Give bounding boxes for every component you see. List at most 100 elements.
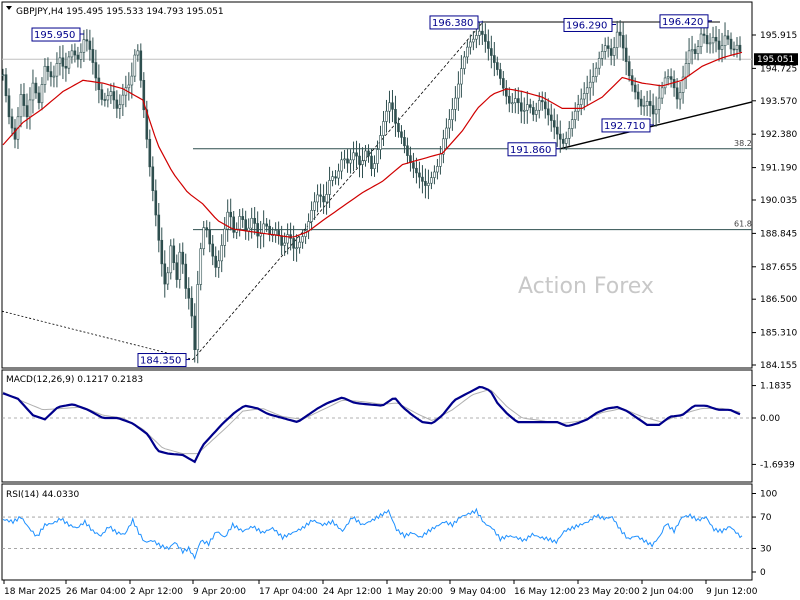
- candle-body: [154, 190, 158, 216]
- candle-body: [229, 211, 232, 218]
- time-tick-label: 26 Mar 04:00: [66, 587, 126, 597]
- time-tick-label: 18 Mar 2025: [4, 587, 61, 597]
- candle-body: [427, 182, 430, 186]
- candle-body: [612, 47, 616, 56]
- candle-body: [418, 172, 421, 178]
- candle-body: [40, 84, 44, 104]
- candle-body: [705, 35, 709, 45]
- ma-line: [2, 51, 743, 238]
- candle-body: [223, 228, 226, 246]
- candle-body: [394, 109, 397, 124]
- candle-body: [175, 262, 179, 280]
- candle-body: [514, 98, 517, 104]
- candle-body: [64, 65, 68, 69]
- candle-body: [67, 56, 71, 69]
- candle-body: [657, 97, 661, 110]
- candle-body: [346, 158, 349, 164]
- rsi-tick-label: 30: [760, 544, 772, 554]
- candle-body: [412, 162, 415, 169]
- candle-body: [699, 33, 703, 47]
- macd-signal-line: [2, 389, 741, 455]
- candle-body: [511, 102, 514, 105]
- candle-body: [421, 176, 424, 182]
- candle-body: [103, 99, 107, 101]
- candle-body: [13, 127, 17, 140]
- price-tick-label: 186.500: [760, 295, 797, 305]
- candle-body: [681, 76, 685, 93]
- candle-body: [726, 35, 730, 40]
- candle-body: [463, 56, 466, 69]
- time-tick-label: 9 Apr 20:00: [193, 587, 246, 597]
- rsi-tick-label: 0: [760, 568, 766, 578]
- candle-body: [367, 150, 370, 157]
- candle-body: [454, 97, 457, 110]
- candle-body: [379, 135, 382, 150]
- candle-body: [37, 92, 41, 104]
- time-tick-label: 2 Jun 04:00: [642, 587, 694, 597]
- candle-body: [573, 110, 577, 120]
- candle-body: [61, 57, 65, 67]
- candle-body: [564, 138, 568, 144]
- time-tick-label: 23 May 20:00: [578, 587, 640, 597]
- candlestick-series: [1, 20, 742, 364]
- candle-body: [618, 31, 622, 36]
- candle-body: [735, 44, 739, 50]
- candle-body: [621, 35, 625, 49]
- candle-body: [582, 93, 586, 100]
- candle-body: [466, 46, 469, 58]
- candle-body: [505, 87, 508, 97]
- price-tick-label: 184.155: [760, 361, 797, 371]
- candle-body: [94, 62, 98, 79]
- candle-body: [624, 47, 628, 62]
- candle-body: [109, 91, 113, 97]
- candle-body: [169, 245, 173, 274]
- candle-body: [678, 92, 682, 100]
- candle-body: [319, 194, 322, 197]
- candle-body: [609, 48, 613, 56]
- time-tick-label: 24 Apr 12:00: [323, 587, 382, 597]
- macd-indicator: 1.1835 0.00 -1.6939: [2, 382, 795, 470]
- candle-body: [439, 153, 442, 167]
- candle-body: [145, 109, 149, 140]
- candle-body: [508, 95, 511, 104]
- candle-body: [226, 211, 229, 230]
- candle-body: [310, 210, 313, 222]
- candle-body: [1, 74, 5, 77]
- macd-tick-label: -1.6939: [760, 460, 795, 470]
- candle-body: [286, 234, 289, 244]
- symbol-header-text: GBPJPY,H4 195.495 195.533 194.793 195.05…: [16, 7, 224, 17]
- candle-body: [534, 109, 538, 115]
- candle-body: [687, 50, 691, 64]
- time-tick-label: 2 Apr 12:00: [130, 587, 183, 597]
- candle-body: [181, 251, 185, 265]
- candle-body: [711, 36, 715, 44]
- candle-body: [406, 145, 409, 156]
- fibonacci-levels: 38.2 61.8: [193, 139, 752, 231]
- candle-body: [388, 102, 391, 112]
- candle-body: [642, 105, 646, 107]
- rsi-tick-label: 100: [760, 490, 777, 500]
- candle-body: [307, 221, 310, 232]
- candle-body: [4, 74, 8, 97]
- candle-body: [717, 40, 721, 50]
- candle-body: [639, 98, 643, 107]
- candle-body: [142, 80, 146, 111]
- candle-body: [648, 101, 652, 106]
- candle-body: [190, 297, 194, 317]
- candle-body: [244, 219, 247, 232]
- candle-body: [528, 104, 532, 108]
- candle-body: [415, 167, 418, 174]
- candle-body: [88, 40, 92, 50]
- candle-body: [100, 89, 104, 100]
- candle-body: [373, 163, 376, 170]
- candle-body: [19, 94, 23, 118]
- candle-body: [82, 39, 86, 53]
- candle-body: [522, 109, 526, 112]
- candle-body: [205, 227, 209, 231]
- candle-body: [295, 247, 298, 250]
- candle-body: [448, 119, 451, 129]
- candle-body: [391, 102, 394, 110]
- candle-body: [684, 63, 688, 78]
- candle-body: [654, 109, 658, 115]
- dashed-fib-leg: [192, 21, 484, 360]
